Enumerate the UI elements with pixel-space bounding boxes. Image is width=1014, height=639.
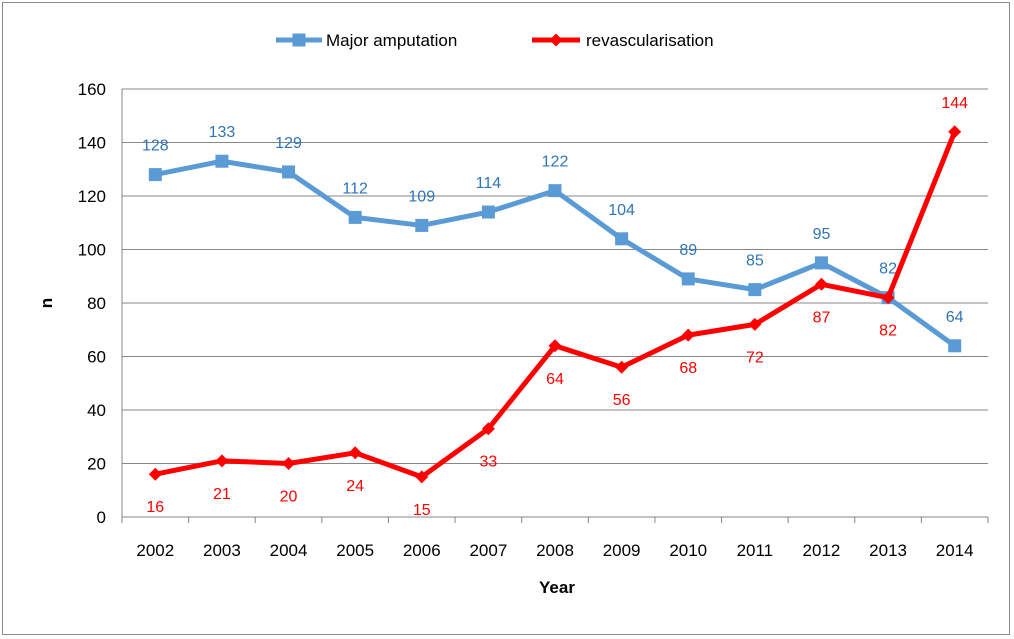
data-point [748,317,762,331]
y-tick-label: 140 [78,134,106,153]
data-point [615,360,629,374]
data-point [282,457,296,470]
y-tick-label: 0 [97,508,106,527]
data-label: 68 [679,360,697,377]
data-label: 85 [746,253,764,270]
x-tick-label: 2008 [536,541,574,560]
data-label: 20 [280,489,298,506]
x-tick-label: 2007 [469,541,507,560]
legend-marker [549,33,563,47]
x-tick-label: 2011 [737,541,774,560]
data-label: 64 [546,371,564,388]
x-tick-label: 2012 [803,541,841,560]
x-tick-label: 2005 [336,541,374,560]
data-point [148,467,162,481]
legend-label: revascularisation [586,31,714,50]
series-revascularisation: 16 21 20 24 15 33 64 56 68 72 87 82 144 [146,95,968,519]
data-label: 15 [413,502,431,519]
data-label: 72 [746,349,764,366]
data-label: 82 [879,323,897,340]
data-label: 56 [613,392,631,409]
legend-label: Major amputation [326,31,457,50]
x-axis-title: Year [539,578,575,597]
data-point [481,205,495,219]
data-point [681,272,695,286]
data-point [282,165,296,179]
data-label: 82 [879,261,897,278]
data-label: 114 [476,175,502,192]
x-tick-label: 2002 [136,541,174,560]
data-point [348,210,362,224]
data-label: 133 [209,124,236,141]
y-tick-label: 20 [87,455,106,474]
y-tick-label: 120 [78,187,106,206]
data-label: 122 [542,154,569,171]
data-point [615,232,629,246]
legend-marker [292,33,306,47]
data-point [548,184,562,198]
legend-item: Major amputation [276,31,457,50]
y-tick-label: 80 [87,294,106,313]
data-point [215,454,229,468]
data-point [415,218,429,232]
data-point [948,339,962,353]
data-label: 95 [813,226,831,243]
series-line [154,130,958,480]
data-point [215,154,229,168]
data-point [681,328,695,342]
y-tick-label: 160 [78,80,106,99]
y-tick-label: 60 [87,348,106,367]
data-label: 64 [946,309,964,326]
x-tick-label: 2004 [270,541,308,560]
data-label: 87 [813,309,831,326]
data-label: 21 [213,486,231,503]
data-label: 112 [342,180,368,197]
data-point [548,339,562,353]
data-point [481,422,495,436]
y-tick-label: 40 [87,401,106,420]
data-point [348,446,362,460]
y-tick-label: 100 [78,241,106,260]
x-tick-label: 2003 [203,541,241,560]
data-label: 89 [679,242,697,259]
x-tick-label: 2009 [603,541,641,560]
data-label: 129 [275,135,302,152]
data-label: 128 [142,138,169,155]
data-label: 33 [479,454,497,471]
data-point [748,283,762,297]
data-label: 104 [608,202,635,219]
x-tick-label: 2014 [936,541,974,560]
data-label: 24 [346,478,364,495]
y-axis-title: n [37,298,56,308]
data-point [814,256,828,270]
x-tick-label: 2010 [669,541,707,560]
data-label: 144 [941,95,968,112]
x-tick-label: 2013 [869,541,907,560]
x-tick-label: 2006 [403,541,441,560]
data-point [948,125,962,139]
data-point [415,470,429,484]
data-label: 109 [408,188,435,205]
data-point [881,291,895,305]
data-point [814,277,828,291]
legend-item: revascularisation [532,31,714,50]
data-point [148,168,162,182]
series-major-amputation: 128 133 129 112 109 114 122 104 89 85 95 82 64 [142,124,964,353]
data-label: 16 [146,499,164,516]
